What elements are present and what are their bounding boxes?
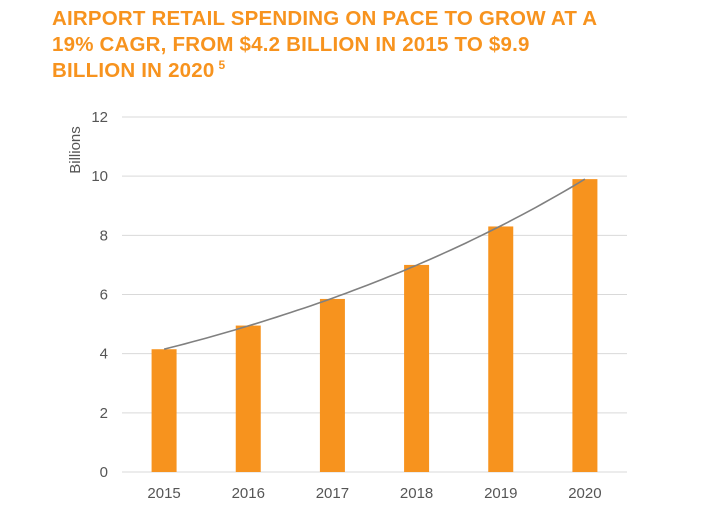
bar-2020 xyxy=(572,179,598,472)
y-tick-label: 6 xyxy=(100,287,108,304)
x-tick-label: 2019 xyxy=(484,485,517,502)
gridlines xyxy=(122,116,627,473)
y-tick-label: 8 xyxy=(100,227,108,244)
title-line-3: BILLION IN 2020 xyxy=(52,59,215,82)
bars xyxy=(151,179,598,472)
y-tick-label: 2 xyxy=(100,405,108,422)
y-tick-label: 10 xyxy=(91,168,108,185)
bar-2016 xyxy=(235,325,261,472)
x-tick-label: 2016 xyxy=(232,485,265,502)
y-tick-label: 4 xyxy=(100,346,108,363)
x-axis-ticks: 2015 2016 2017 2018 2019 2020 xyxy=(147,485,601,502)
bar-2019 xyxy=(488,226,514,472)
y-tick-label: 0 xyxy=(100,464,108,481)
footnote-marker: 5 xyxy=(218,58,226,73)
x-tick-label: 2017 xyxy=(316,485,349,502)
x-tick-label: 2020 xyxy=(568,485,601,502)
title-line-1: AIRPORT RETAIL SPENDING ON PACE TO GROW … xyxy=(52,7,598,30)
trendline xyxy=(163,178,586,350)
bar-2017 xyxy=(319,298,345,472)
bar-2015 xyxy=(151,349,177,472)
title-line-2: 19% CAGR, FROM $4.2 BILLION IN 2015 TO $… xyxy=(52,33,530,56)
x-tick-label: 2015 xyxy=(147,485,180,502)
y-tick-label: 12 xyxy=(91,109,108,126)
chart-title: AIRPORT RETAIL SPENDING ON PACE TO GROW … xyxy=(52,6,697,84)
y-axis-label: Billions xyxy=(67,126,84,174)
trendline-group xyxy=(163,178,586,350)
y-axis-ticks: 0 2 4 6 8 10 12 xyxy=(91,109,108,481)
bar-2018 xyxy=(404,264,430,472)
x-tick-label: 2018 xyxy=(400,485,433,502)
